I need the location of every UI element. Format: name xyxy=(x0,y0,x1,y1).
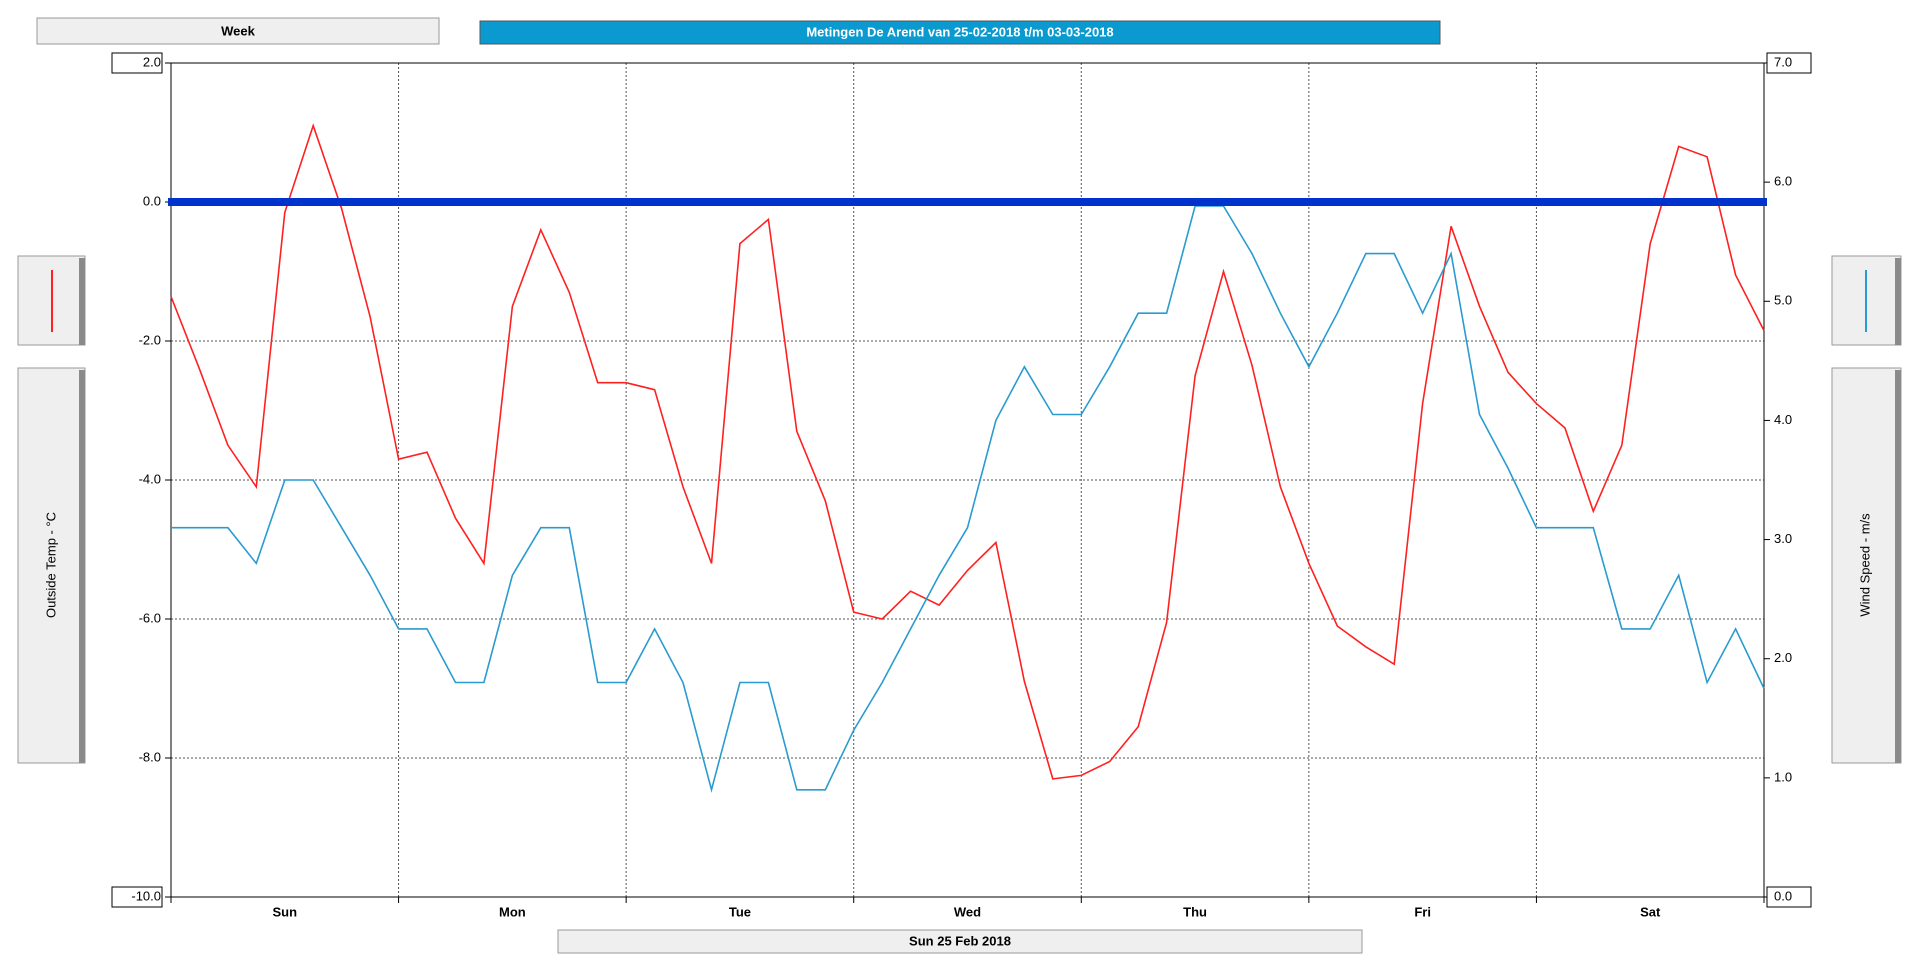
x-tick-label: Fri xyxy=(1414,904,1431,919)
y-tick-label: -4.0 xyxy=(139,471,161,486)
week-button-label[interactable]: Week xyxy=(221,23,255,38)
range-label: Sun 25 Feb 2018 xyxy=(909,933,1011,948)
x-tick-label: Sun xyxy=(273,904,298,919)
range-button[interactable] xyxy=(557,929,1363,954)
chart-title: Metingen De Arend van 25-02-2018 t/m 03-… xyxy=(806,24,1113,39)
plot-frame xyxy=(170,62,1765,898)
series-line xyxy=(170,123,1765,780)
x-tick-label: Wed xyxy=(954,904,981,919)
y-tick-label: 2.0 xyxy=(143,54,161,69)
y-tick-box xyxy=(111,52,163,74)
panel-edge xyxy=(79,370,85,763)
y-tick-label: 0.0 xyxy=(143,193,161,208)
title-bar xyxy=(479,20,1441,45)
y-tick-label: -2.0 xyxy=(139,332,161,347)
y2-tick-label: 2.0 xyxy=(1774,650,1792,665)
y2-tick-label: 6.0 xyxy=(1774,174,1792,189)
y-label-panel xyxy=(17,367,86,764)
x-tick-label: Tue xyxy=(729,904,751,919)
y2-tick-label: 7.0 xyxy=(1774,54,1792,69)
y-tick-label: -8.0 xyxy=(139,749,161,764)
y-tick-box xyxy=(111,886,163,908)
y-axis-label: Outside Temp - °C xyxy=(43,512,58,618)
series-line xyxy=(171,205,1765,793)
y2-tick-box xyxy=(1766,52,1812,74)
y2-label-panel xyxy=(1831,367,1902,764)
y-tick-label: -6.0 xyxy=(139,610,161,625)
y-tick-label: -10.0 xyxy=(131,888,161,903)
week-button[interactable] xyxy=(36,17,440,45)
y2-tick-label: 3.0 xyxy=(1774,531,1792,546)
legend-edge xyxy=(79,258,85,345)
y2-tick-label: 4.0 xyxy=(1774,412,1792,427)
x-tick-label: Mon xyxy=(499,904,526,919)
y2-tick-box xyxy=(1766,886,1812,908)
y2-tick-label: 0.0 xyxy=(1774,888,1792,903)
legend-edge xyxy=(1895,258,1901,345)
x-tick-label: Sat xyxy=(1640,904,1661,919)
panel-edge xyxy=(1895,370,1901,763)
y2-axis-label: Wind Speed - m/s xyxy=(1857,513,1872,617)
x-tick-label: Thu xyxy=(1183,904,1207,919)
y2-tick-label: 5.0 xyxy=(1774,293,1792,308)
y2-tick-label: 1.0 xyxy=(1774,769,1792,784)
